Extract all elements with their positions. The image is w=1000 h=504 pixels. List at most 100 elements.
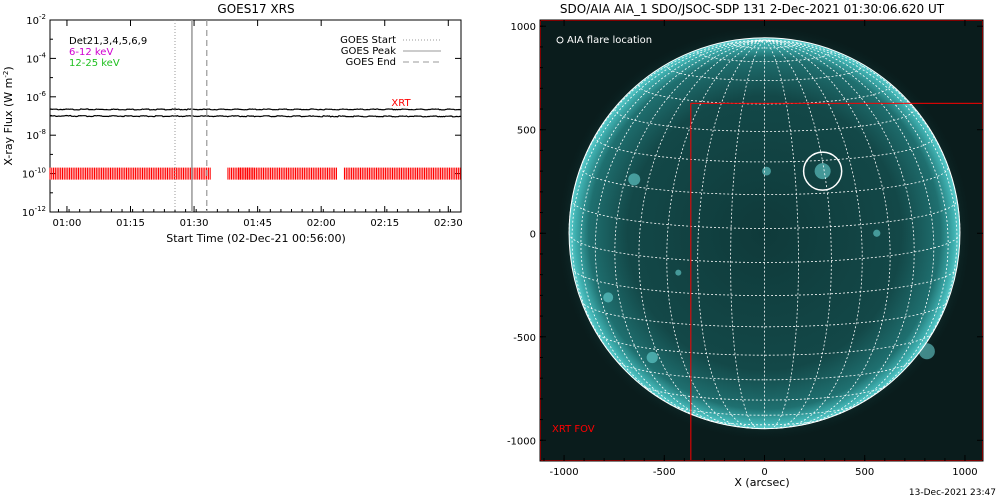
xrt-series-label: XRT — [391, 98, 411, 109]
latitude-line — [697, 51, 832, 63]
y-tick-label: 0 — [530, 229, 536, 240]
flare-location-legend-label: AIA flare location — [567, 35, 652, 46]
goes-plot-title: GOES17 XRS — [217, 2, 294, 16]
longitude-line — [568, 39, 765, 234]
y-tick-label: 500 — [517, 126, 536, 137]
longitude-line — [614, 39, 765, 426]
y-tick-label: 10-12 — [22, 205, 46, 219]
y-tick-label: 10-10 — [22, 167, 46, 181]
heliographic-grid — [568, 39, 961, 429]
x-tick-label: 02:15 — [370, 218, 399, 229]
x-tick-label: -500 — [653, 467, 676, 478]
y-tick-exponent: -8 — [39, 128, 46, 136]
y-tick-label: 10-2 — [26, 13, 46, 27]
latitude-line — [580, 301, 949, 328]
x-tick-label: 1000 — [952, 467, 977, 478]
aia-image-plot: SDO/AIA AIA_1 SDO/JSOC-SDP 131 2-Dec-202… — [507, 2, 984, 489]
bright-region — [603, 292, 614, 303]
goes-time-markers — [174, 20, 208, 212]
x-tick-label: 01:30 — [180, 218, 209, 229]
y-tick-base: 10 — [22, 208, 35, 219]
x-tick-label: 0 — [761, 467, 767, 478]
ylabel-units-sup: -2 — [2, 71, 10, 78]
y-tick-exponent: -4 — [39, 51, 47, 59]
x-tick-label: 01:45 — [243, 218, 272, 229]
flare-location-circle — [802, 151, 843, 191]
y-tick-exponent: -2 — [39, 13, 46, 21]
x-tick-label: 01:15 — [116, 218, 145, 229]
bright-region — [675, 269, 682, 276]
y-tick-exponent: -12 — [35, 205, 46, 213]
longitude-line — [764, 39, 799, 429]
y-tick-label: -1000 — [507, 436, 536, 447]
aia-y-axis: -1000 -500 0 500 1000 — [507, 22, 983, 447]
x-tick-label: 500 — [855, 467, 874, 478]
y-tick-exponent: -10 — [35, 167, 46, 175]
ylabel-close: ) — [2, 66, 15, 70]
bright-region — [762, 166, 771, 176]
y-tick-base: 10 — [26, 16, 39, 27]
solar-disk — [569, 37, 960, 429]
y-tick-label: 10-4 — [26, 51, 46, 65]
legend-label: GOES Peak — [341, 46, 396, 57]
longitude-line — [571, 39, 765, 381]
longitude-line — [764, 39, 832, 429]
x-tick-label: 01:00 — [53, 218, 82, 229]
bright-region — [918, 343, 935, 360]
legend-label: GOES Start — [340, 35, 396, 46]
goes-x-axis: 01:00 01:15 01:30 01:45 02:00 02:15 02:30 — [53, 20, 463, 229]
longitude-line — [764, 39, 915, 426]
longitude-line — [730, 39, 765, 429]
bright-region — [628, 173, 641, 186]
xrt-fov-label: XRT FOV — [552, 424, 595, 435]
y-tick-label: 10-6 — [26, 90, 46, 104]
y-tick-base: 10 — [26, 93, 39, 104]
flare-location-legend-icon — [556, 36, 564, 44]
aia-plot-frame — [539, 19, 984, 462]
aia-plot-title: SDO/AIA AIA_1 SDO/JSOC-SDP 131 2-Dec-202… — [560, 2, 945, 16]
solar-limb — [568, 37, 961, 430]
longitude-line — [764, 39, 891, 428]
legend-label: GOES End — [346, 57, 396, 68]
y-tick-label: -500 — [513, 333, 536, 344]
longitude-line — [697, 39, 765, 429]
y-tick-base: 10 — [26, 131, 39, 142]
latitude-line — [595, 332, 934, 356]
aia-image-content — [540, 20, 983, 461]
longitude-line — [638, 39, 765, 428]
footer-timestamp: 13-Dec-2021 23:47 — [908, 488, 996, 498]
longitude-line — [764, 39, 935, 422]
goes-y-axis-label: X-ray Flux (W m-2) — [2, 66, 15, 165]
latitude-line — [568, 233, 961, 263]
ylabel-text: X-ray Flux (W m — [2, 78, 15, 166]
longitude-line — [764, 39, 958, 381]
longitude-line — [764, 39, 961, 234]
x-tick-label: -1000 — [550, 467, 579, 478]
channel-label: 6-12 keV — [69, 47, 113, 58]
y-tick-exponent: -6 — [39, 90, 47, 98]
latitude-line — [704, 418, 825, 426]
goes-x-axis-label: Start Time (02-Dec-21 00:56:00) — [166, 232, 346, 245]
goes-flux-line — [49, 114, 462, 118]
bright-region — [873, 229, 881, 237]
y-tick-base: 10 — [26, 54, 39, 65]
xrt-coverage-bars — [49, 167, 461, 180]
latitude-line — [615, 360, 914, 381]
bright-region — [814, 163, 831, 180]
latitude-line — [730, 42, 799, 49]
channel-label: 12-25 keV — [69, 58, 120, 69]
x-tick-label: 02:00 — [307, 218, 336, 229]
longitude-line — [666, 39, 765, 429]
aia-x-axis: -1000 -500 0 500 1000 — [543, 20, 978, 478]
x-tick-label: 02:30 — [434, 218, 463, 229]
longitude-line — [594, 39, 765, 422]
longitude-line — [764, 39, 863, 429]
aia-x-axis-label: X (arcsec) — [734, 476, 789, 489]
y-tick-label: 10-8 — [26, 128, 46, 142]
channel-label: Det21,3,4,5,6,9 — [69, 36, 147, 47]
bright-region — [646, 351, 658, 364]
